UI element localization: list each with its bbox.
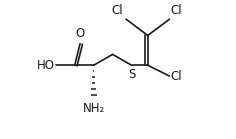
Text: NH₂: NH₂ (83, 102, 105, 115)
Text: S: S (128, 68, 135, 81)
Text: O: O (76, 27, 85, 39)
Text: Cl: Cl (171, 3, 182, 17)
Text: Cl: Cl (112, 3, 123, 17)
Text: HO: HO (36, 59, 55, 72)
Text: Cl: Cl (171, 70, 182, 83)
